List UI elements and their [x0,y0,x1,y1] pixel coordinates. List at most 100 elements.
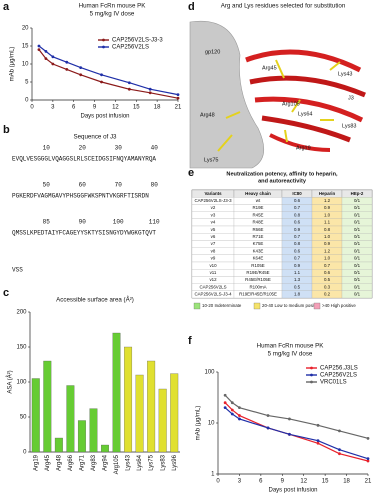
bar [54,437,63,453]
data-point [288,432,291,436]
bar [89,408,98,453]
residue-number: 90 [79,219,87,226]
cell-text: 1.2 [324,248,331,253]
data-point [338,429,341,433]
legend-swatch [193,302,201,310]
legend-marker [310,380,313,384]
sequence-line: QMSSLKPEDTAIYFCAGEYYSKTYSISNGYDYWGKGTQVT [12,230,156,237]
ribbon [269,133,331,152]
data-point [176,96,180,100]
bar [66,385,75,453]
cell-text: v6 [211,234,216,239]
legend-label: >40 High positive [322,303,356,308]
residue-number: 85 [43,219,51,226]
cell-text: 0.8 [324,227,331,232]
table-title: and autoreactivity [258,178,307,184]
data-point [127,81,131,85]
structure-art [189,20,366,169]
legend-marker [310,366,313,370]
structure-title: Arg and Lys residues selected for substi… [221,3,346,10]
ribbon [261,115,351,143]
bar [124,346,133,453]
header-text: HEp-2 [351,191,364,196]
residue-label: gp120 [205,49,220,55]
data-point [65,68,69,71]
data-point [238,414,241,417]
x-tick-label: 6 [259,479,263,485]
data-point [51,55,55,59]
panel-label: e [188,167,194,179]
y-tick-label: 20 [22,26,29,32]
cell-text: 0/1 [354,256,361,261]
cell-text: R19E/R45E/R105E [239,292,277,297]
cell-text: R45E [253,212,264,217]
residue-number: 30 [115,145,123,152]
x-tick-label: Arg94 [103,454,109,471]
data-point [148,91,152,95]
cell-text: v3 [211,212,216,217]
cell-text: 0.5 [294,284,301,289]
x-tick-label: 12 [300,479,307,485]
y-tick-label: 15 [22,44,29,50]
data-point [127,87,131,91]
bar [135,374,144,453]
cell-text: 0/1 [354,220,361,225]
data-point [223,401,227,405]
cell-text: 1.2 [324,198,331,203]
chart-subtitle: 5 mg/kg IV dose [268,351,313,358]
cell-text: 0.6 [294,248,301,253]
cell-text: 0.7 [294,234,301,239]
data-point [238,406,241,410]
legend-label: 20-40 Low to medium positive [262,303,321,308]
header-text: IC80 [292,191,302,196]
side-chains [217,59,341,152]
cell-text: v4 [211,220,216,225]
cell-text: 1.8 [294,292,301,297]
y-tick-label: 5 [25,80,29,86]
legend-label: CAP256.J3LS [320,366,358,372]
legend-swatch [313,302,321,310]
cell-text: CAP256V2LS-J3-4 [194,292,232,297]
residue-label: Arg105 [282,101,300,107]
x-tick-label: 3 [51,105,55,111]
table-title: Neutralization potency, affinity to hepa… [226,171,338,177]
x-tick-label: Lys43 [126,454,132,470]
data-point [44,50,48,53]
data-point [366,457,370,461]
cell-text: K64E [253,256,264,261]
y-axis-label: mAb (μg/mL) [10,47,16,82]
ribbon [249,75,366,98]
cell-text: 0.7 [294,205,301,210]
x-axis-label: Days post infusion [80,114,129,120]
x-tick-label: 18 [154,105,161,111]
series-line [224,394,369,439]
y-axis-label: ASA (Å²) [7,370,14,393]
data-point [223,406,227,410]
panel-label: c [3,287,9,299]
cell-text: 1.0 [324,256,331,261]
cell-text: 0.8 [294,212,301,217]
data-point [230,408,234,412]
cell-text: 0.6 [324,270,331,275]
cell-text: K75E [253,241,264,246]
panel-label: d [188,1,195,13]
residue-number: 100 [113,219,124,226]
legend-label: CAP256V2LS [320,373,357,379]
cell-text: 0.6 [294,220,301,225]
legend-label: 10-20 Indeterminate [202,303,242,308]
legend-marker [102,45,105,49]
y-tick-label: 150 [16,345,27,351]
cell-text: R19E [253,205,264,210]
x-tick-label: 9 [281,479,285,485]
cell-text: 0.5 [324,277,331,282]
cell-text: R48E [253,220,264,225]
data-point [223,393,227,397]
x-tick-label: Lys64 [137,454,143,470]
bar [77,420,86,453]
cell-text: 0/1 [354,212,361,217]
legend-marker [102,38,105,42]
data-point [288,417,291,421]
y-tick-label: 1 [211,472,215,478]
cell-text: 0/1 [354,292,361,297]
